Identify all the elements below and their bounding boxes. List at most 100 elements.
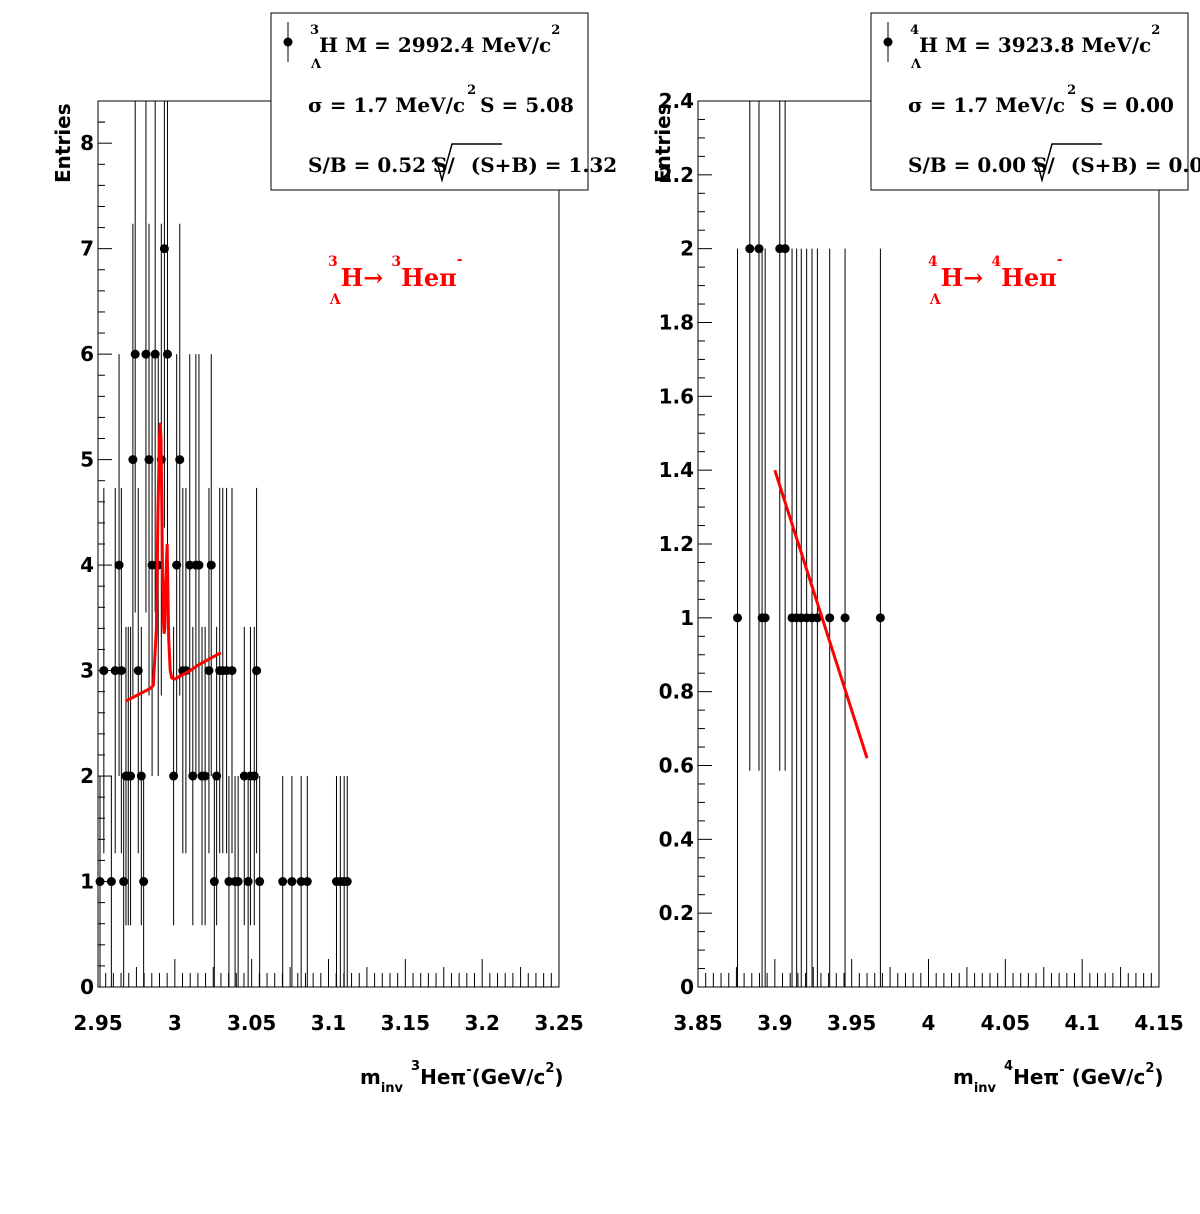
left-fit-curve [124,422,222,703]
left-x-tick-label: 3.25 [534,1011,583,1035]
left-x-axis-title: minv3Heπ-(GeV/c2) [360,1059,564,1096]
right-data-point [745,244,755,254]
right-legend-marker [883,37,893,47]
left-x-tick-label: 3.1 [311,1011,346,1035]
right-y-tick-label: 1 [680,606,694,630]
left-panel: 2.95 3 3.05 3.1 3.15 3.2 3.25 0 1 2 3 4 5 6 7 8 Entries… [51,12,617,1096]
left-y-tick-label: 5 [80,448,94,472]
left-stats-line-1: 3 ΛH M = 2992.4 MeV/c2 [310,23,560,72]
left-x-tick-label: 2.95 [73,1011,122,1035]
right-x-tick-label: 3.85 [673,1011,722,1035]
right-data-point [875,613,885,623]
right-y-tick-label: 2.4 [659,89,694,113]
right-y-axis-title: Entries [651,103,675,183]
right-stats-line-2: σ = 1.7 MeV/c2S = 0.00 [908,83,1174,117]
right-axes: 3.85 3.9 3.95 4 4.05 4.1 4.15 0 0.2 0.4 0.6 0.8 1 1.2… [659,89,1184,1035]
left-data-point [206,560,216,570]
right-panel: 3.85 3.9 3.95 4 4.05 4.1 4.15 0 0.2 0.4 0.6 0.8 1 1.2… [651,12,1200,1096]
left-data-point [128,455,138,465]
left-data-point [136,771,146,781]
left-data-point [106,877,116,887]
left-x-tick-label: 3.15 [381,1011,430,1035]
left-data-point [114,560,124,570]
right-x-tick-label: 3.9 [757,1011,792,1035]
right-y-tick-label: 2.2 [659,163,694,187]
right-y-tick-label: 0.2 [659,901,694,925]
right-stats-box: 4 ΛH M = 3923.8 MeV/c2 σ = 1.7 MeV/c2S = … [870,12,1200,191]
left-data-point [144,455,154,465]
right-y-tick-label: 0.4 [659,827,694,851]
right-y-tick-label: 1.6 [659,384,694,408]
right-x-tick-label: 4.1 [1064,1011,1099,1035]
right-fit-curve [773,469,869,759]
right-y-tick-label: 2 [680,237,694,261]
left-data-point [133,666,143,676]
left-data-point [249,771,259,781]
left-data-point [302,877,312,887]
left-data-point [150,349,160,359]
right-x-tick-label: 4.05 [981,1011,1030,1035]
left-stats-line-3: S/B = 0.52 S/(S+B) = 1.32 [308,153,617,177]
right-x-tick-label: 3.95 [827,1011,876,1035]
right-data-points [732,244,885,623]
left-y-tick-label: 0 [80,975,94,999]
left-data-point [130,349,140,359]
left-data-point [119,877,129,887]
left-data-point [99,666,109,676]
left-stats-line-2: σ = 1.7 MeV/c2S = 5.08 [308,83,574,117]
left-data-point [209,877,219,887]
left-y-tick-label: 3 [80,659,94,683]
left-data-point [227,666,237,676]
left-data-point [139,877,149,887]
left-data-point [141,349,151,359]
right-sqrt-sign [1031,143,1102,183]
left-data-point [252,666,262,676]
left-y-tick-label: 1 [80,870,94,894]
right-stats-line-1: 4 ΛH M = 3923.8 MeV/c2 [910,23,1160,72]
left-y-tick-label: 7 [80,237,94,261]
left-data-point [116,666,126,676]
left-x-tick-label: 3.05 [227,1011,276,1035]
right-stats-line-3: S/B = 0.00 S/(S+B) = 0.00 [908,153,1200,177]
left-data-point [175,455,185,465]
left-data-point [194,560,204,570]
left-x-tick-label: 3.2 [464,1011,499,1035]
left-data-point [287,877,297,887]
right-y-tick-label: 1.8 [659,311,694,335]
right-decay-annotation: 4 ΛH→4Heπ- [928,252,1063,308]
left-data-point [200,771,210,781]
left-data-point [342,877,352,887]
left-legend-marker [283,37,293,47]
left-data-point [204,666,214,676]
left-axes: 2.95 3 3.05 3.1 3.15 3.2 3.25 0 1 2 3 4 5 6 7 8 [73,100,584,1035]
right-x-axis-title: minv4Heπ- (GeV/c2) [953,1059,1164,1096]
left-y-tick-label: 6 [80,342,94,366]
right-y-tick-label: 1.4 [659,458,694,482]
left-data-point [172,560,182,570]
left-data-point [169,771,179,781]
right-y-tick-label: 0 [680,975,694,999]
left-data-point [159,244,169,254]
left-data-point [212,771,222,781]
left-data-point [278,877,288,887]
right-data-point [780,244,790,254]
left-data-point [95,877,105,887]
left-stats-box: 3 ΛH M = 2992.4 MeV/c2 σ = 1.7 MeV/c2S = … [270,12,617,191]
left-data-point [243,877,253,887]
left-data-points [95,244,352,887]
right-x-tick-label: 4 [922,1011,936,1035]
right-y-tick-label: 1.2 [659,532,694,556]
left-sqrt-sign [431,143,502,183]
right-data-point [760,613,770,623]
left-x-tick-label: 3 [168,1011,182,1035]
left-decay-annotation: 3 ΛH→3Heπ- [328,252,463,308]
left-data-point [126,771,136,781]
right-data-point [732,613,742,623]
right-x-tick-label: 4.15 [1134,1011,1183,1035]
right-y-tick-label: 0.8 [659,680,694,704]
right-data-point [825,613,835,623]
left-y-tick-label: 2 [80,764,94,788]
right-y-tick-label: 0.6 [659,754,694,778]
left-data-point [255,877,265,887]
